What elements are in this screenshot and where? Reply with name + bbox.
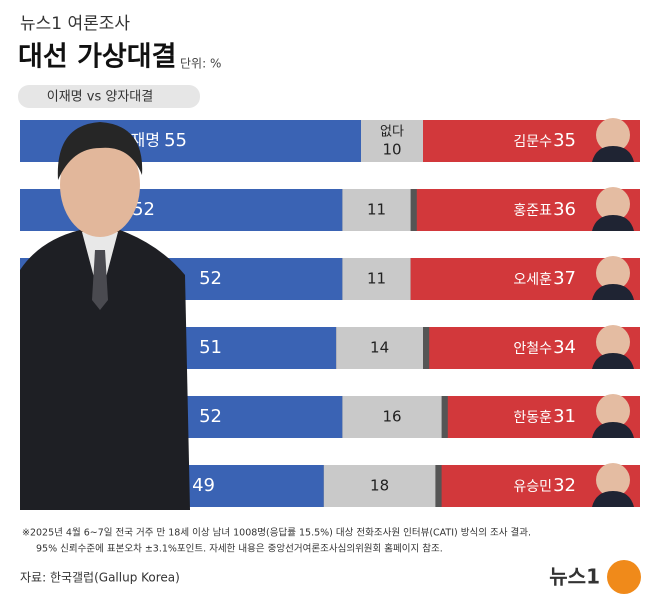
value-label: 31 [553, 406, 576, 427]
footnote: 95% 신뢰수준에 표본오차 ±3.1%포인트. 자세한 내용은 중앙선거여론조… [36, 543, 443, 555]
footnote: ※2025년 4월 6~7일 전국 거주 만 18세 이상 남녀 1008명(응… [22, 527, 531, 539]
opponent-photo [592, 422, 634, 438]
chart-title: 대선 가상대결 [18, 42, 176, 73]
value-label: 37 [553, 268, 576, 289]
value-label: 14 [370, 339, 389, 357]
logo-mark [607, 560, 641, 594]
candidate-photo [20, 122, 190, 510]
value-label: 34 [553, 337, 576, 358]
opponent-photo [592, 146, 634, 162]
category-label: 유승민 [513, 479, 552, 495]
value-label: 11 [367, 270, 386, 288]
opponent-photo [592, 353, 634, 369]
opponent-photo [596, 187, 630, 221]
value-label: 52 [132, 199, 155, 220]
category-label: 한동훈 [513, 410, 552, 426]
value-label: 11 [367, 201, 386, 219]
legend-label: 없다 [380, 125, 404, 140]
opponent-photo [596, 118, 630, 152]
value-label: 32 [553, 475, 576, 496]
subtitle-pill [18, 85, 200, 108]
value-label: 35 [553, 130, 576, 151]
value-label: 49 [192, 475, 215, 496]
value-label: 18 [370, 477, 389, 495]
subtitle: 이재명 vs 양자대결 [47, 90, 153, 105]
bar [323, 465, 436, 507]
value-label: 10 [382, 141, 401, 159]
opponent-photo [596, 325, 630, 359]
value-label: 55 [164, 130, 187, 151]
source: 자료: 한국갤럽(Gallup Korea) [20, 571, 180, 585]
bar [342, 189, 411, 231]
category-label: 안철수 [513, 341, 552, 357]
unit: 단위: % [180, 57, 221, 71]
header: 뉴스1 여론조사 [20, 14, 130, 34]
bar [361, 120, 423, 162]
bar [336, 327, 423, 369]
value-label: 36 [553, 199, 576, 220]
opponent-photo [592, 284, 634, 300]
value-label: 52 [199, 406, 222, 427]
bar [342, 396, 442, 438]
category-label: 오세훈 [513, 272, 552, 288]
category-label: 김문수 [513, 134, 552, 150]
bar [342, 258, 411, 300]
opponent-photo [596, 463, 630, 497]
category-label: 홍준표 [513, 203, 552, 219]
value-label: 52 [199, 268, 222, 289]
value-label: 51 [199, 337, 222, 358]
value-label: 16 [382, 408, 401, 426]
opponent-photo [596, 394, 630, 428]
opponent-photo [592, 215, 634, 231]
opponent-photo [596, 256, 630, 290]
logo: 뉴스1 [549, 565, 600, 589]
opponent-photo [592, 491, 634, 507]
